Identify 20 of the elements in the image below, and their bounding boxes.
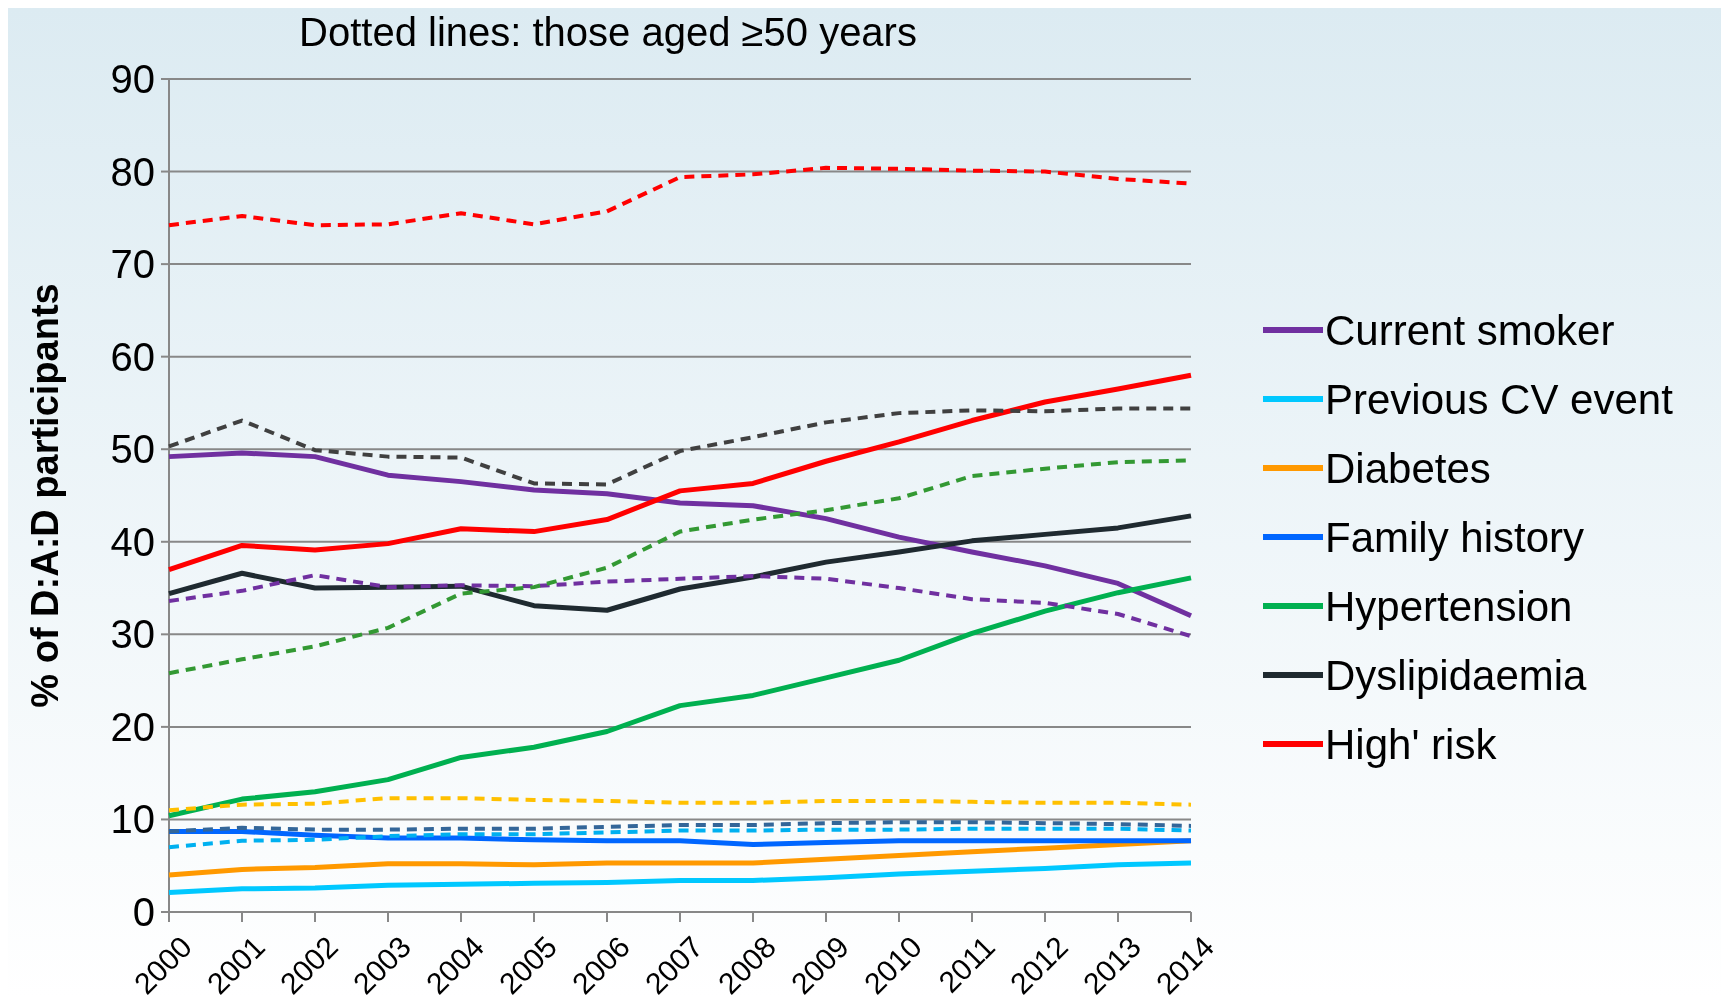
legend-label: High' risk bbox=[1325, 720, 1498, 768]
y-tick-label: 60 bbox=[110, 334, 155, 379]
legend-label: Dyslipidaemia bbox=[1325, 651, 1588, 699]
legend-label: Diabetes bbox=[1325, 444, 1491, 492]
line-series bbox=[167, 796, 1193, 813]
legend-label: Current smoker bbox=[1325, 306, 1615, 354]
y-tick-label: 20 bbox=[110, 704, 155, 749]
legend-label: Previous CV event bbox=[1325, 375, 1674, 423]
y-tick-label: 0 bbox=[132, 890, 155, 934]
legend-label: Family history bbox=[1325, 513, 1585, 561]
y-tick-label: 90 bbox=[110, 57, 155, 101]
legend-label: Hypertension bbox=[1325, 582, 1573, 630]
y-tick-label: 50 bbox=[110, 427, 155, 472]
y-tick-label: 80 bbox=[110, 149, 155, 194]
y-axis-title: % of D:A:D participants bbox=[24, 283, 66, 708]
y-tick-label: 10 bbox=[110, 797, 155, 842]
y-tick-label: 40 bbox=[110, 519, 155, 564]
y-tick-label: 70 bbox=[110, 242, 155, 287]
y-tick-label: 30 bbox=[110, 612, 155, 657]
chart-title: Dotted lines: those aged ≥50 years bbox=[299, 10, 917, 54]
